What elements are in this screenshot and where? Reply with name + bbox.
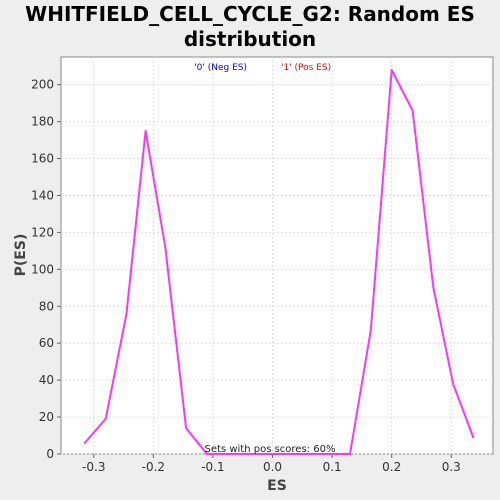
data-point — [452, 382, 455, 385]
y-axis-title: P(ES) — [13, 234, 29, 277]
data-point — [185, 427, 188, 430]
x-tick-label: 0.2 — [382, 460, 401, 474]
plot-area — [60, 56, 494, 455]
legend-pos-es: '1' (Pos ES) — [281, 63, 331, 73]
data-point — [104, 417, 107, 420]
data-point — [348, 453, 351, 455]
x-tick-label: -0.1 — [201, 460, 224, 474]
data-point — [125, 312, 128, 315]
y-tick-label: 80 — [39, 299, 54, 313]
data-point — [164, 246, 167, 249]
data-point — [411, 109, 414, 112]
y-tick-label: 60 — [39, 336, 54, 350]
data-point — [432, 286, 435, 289]
chart-title-line-2: distribution — [183, 27, 317, 51]
x-tick-label: -0.3 — [82, 460, 105, 474]
x-axis-title: ES — [267, 478, 287, 494]
data-point — [369, 329, 372, 332]
y-tick-label: 200 — [31, 78, 54, 92]
y-tick-label: 120 — [31, 225, 54, 239]
data-point — [83, 441, 86, 444]
y-tick-label: 100 — [31, 262, 54, 276]
grid — [61, 57, 493, 455]
series-layer — [83, 68, 475, 455]
x-tick-label: 0.3 — [442, 460, 461, 474]
pos-scores-annotation: Sets with pos scores: 60% — [205, 444, 336, 455]
chart-title-line-1: WHITFIELD_CELL_CYCLE_G2: Random ES — [25, 2, 475, 26]
es-distribution-line — [84, 68, 475, 455]
axes: -0.3 -0.2 -0.1 0.0 0.1 0.2 0.3 0 20 40 60 80 100 120 1… — [31, 78, 461, 474]
y-tick-label: 40 — [39, 373, 54, 387]
data-point — [205, 453, 208, 455]
legend-neg-es: '0' (Neg ES) — [194, 63, 247, 73]
x-tick-label: -0.2 — [142, 460, 165, 474]
x-tick-label: 0.0 — [263, 460, 282, 474]
chart-title: WHITFIELD_CELL_CYCLE_G2: Random ES distr… — [0, 2, 500, 52]
data-point — [144, 129, 147, 132]
data-point — [472, 436, 475, 439]
y-tick-label: 20 — [39, 410, 54, 424]
y-tick-label: 180 — [31, 115, 54, 129]
y-tick-label: 0 — [46, 447, 54, 461]
data-point — [390, 68, 393, 71]
y-tick-label: 160 — [31, 152, 54, 166]
x-tick-label: 0.1 — [323, 460, 342, 474]
y-tick-label: 140 — [31, 188, 54, 202]
